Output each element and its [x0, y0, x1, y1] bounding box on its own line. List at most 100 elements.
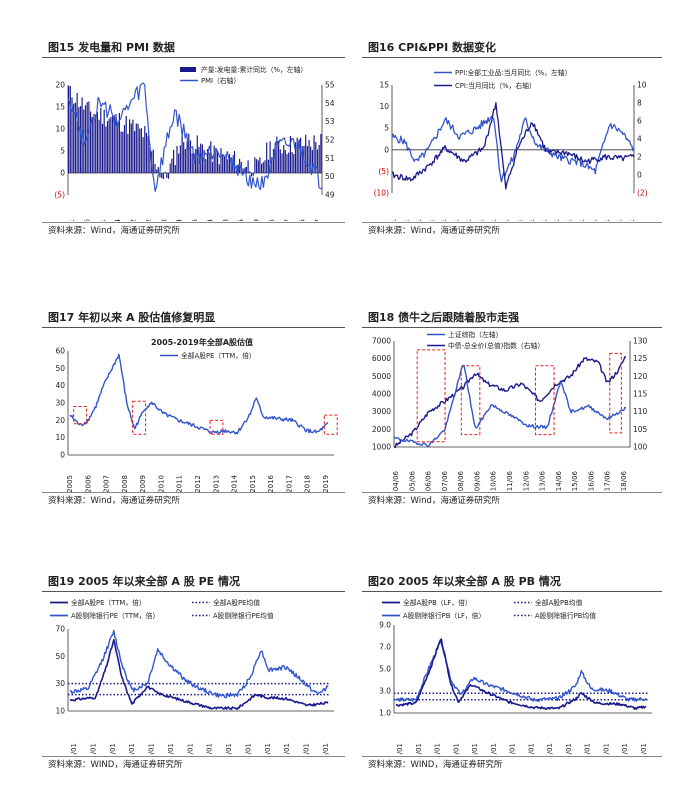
x-tick: 16/06 [587, 470, 595, 491]
left-tick: 5000 [372, 372, 391, 381]
bar-power-output [206, 149, 209, 173]
left-tick: 5 [60, 147, 65, 156]
legend-pb-ex-bank-mean-label: A股剔除银行PB均值 [535, 611, 596, 620]
x-tick: 2005 [66, 475, 74, 493]
x-tick: 14/06 [555, 470, 563, 491]
bar-power-output [313, 135, 315, 173]
left-tick: 0 [60, 169, 65, 178]
bar-power-output [271, 157, 273, 173]
bar-power-output [203, 149, 205, 173]
bar-power-output [256, 159, 258, 173]
bar-power-output [78, 107, 80, 173]
bar-power-output [137, 123, 139, 173]
bar-power-output [188, 133, 190, 173]
chart-source: 资料来源：WIND，海通证券研究所 [362, 756, 662, 772]
chart-a-share-pe-recovery: 60504030201002005-2019年全部A股估值全部A股PE（TTM，… [55, 337, 338, 493]
bar-power-output [217, 151, 219, 173]
x-tick: 17/01 [602, 743, 610, 755]
bar-power-output [276, 136, 278, 173]
x-tick: 05/01 [68, 219, 76, 221]
line-bond-index [393, 356, 627, 449]
bar-power-output [254, 157, 256, 173]
bar-power-output [227, 159, 229, 173]
x-tick: 15/05 [237, 219, 245, 221]
x-tick: 08/01 [434, 743, 442, 755]
x-tick: 13/01 [206, 743, 214, 755]
line-pb [395, 638, 647, 710]
line-pe [69, 638, 329, 711]
x-tick: 06/11 [99, 219, 107, 221]
bar-power-output [161, 173, 163, 178]
legend-pb-ex-bank-label: A股剔除银行PB（LF，倍） [403, 611, 485, 620]
bar-power-output [76, 92, 78, 173]
bar-power-output [318, 145, 320, 173]
x-tick: 14/01 [546, 743, 554, 755]
bar-power-output [288, 152, 290, 173]
bar-power-output [125, 115, 127, 173]
bar-power-output [250, 173, 253, 177]
bar-power-output [264, 160, 266, 173]
bar-power-output [156, 169, 158, 173]
bar-power-output [300, 137, 302, 173]
x-tick: 17/05 [268, 219, 276, 221]
left-tick: 20 [55, 416, 65, 425]
x-tick: 14/01 [225, 743, 233, 755]
x-tick: 2007 [103, 475, 111, 493]
left-tick: 2000 [372, 425, 391, 434]
bar-power-output [272, 148, 275, 173]
legend-pe-ex-bank-mean-label: A股剔除银行PE均值 [213, 611, 274, 620]
x-tick: 2009 [139, 475, 147, 493]
bar-power-output [88, 101, 90, 173]
right-tick: 52 [325, 136, 335, 145]
bar-power-output [95, 114, 97, 173]
chart-title: 图20 2005 年以来全部 A 股 PB 情况 [362, 572, 662, 592]
chart-title: 图17 年初以来 A 股估值修复明显 [42, 308, 345, 328]
left-tick: 1.0 [379, 709, 391, 718]
x-tick: 11/06 [506, 470, 514, 491]
left-tick: 20 [55, 81, 65, 90]
chart-source: 资料来源：Wind，海通证券研究所 [42, 222, 345, 238]
left-tick: (10) [374, 189, 389, 198]
bar-power-output [140, 128, 142, 173]
chart-source: 资料来源：Wind，海通证券研究所 [362, 222, 662, 238]
right-tick: 125 [633, 354, 648, 363]
x-tick: 14/08 [222, 219, 230, 221]
x-tick: 06/01 [70, 743, 78, 755]
left-tick: 10 [379, 102, 389, 111]
bar-power-output [90, 111, 92, 173]
x-tick: 2008 [121, 475, 129, 493]
bar-power-output [96, 112, 98, 173]
highlight-box [73, 405, 88, 425]
legend-bond-label: 中债-总全价(总值)指数（右轴） [448, 341, 544, 350]
bar-power-output [315, 142, 317, 173]
chart-title: 图16 CPI&PPI 数据变化 [362, 38, 662, 58]
x-tick: 07/04 [114, 218, 122, 221]
bar-power-output [157, 167, 159, 173]
bar-power-output [291, 152, 293, 173]
chart-power-pmi: 20151050(5)5554535251504905/0105/0606/11… [54, 65, 335, 221]
x-tick: 2014 [231, 474, 239, 492]
chart-panel-a-share-pe: 图19 2005 年以来全部 A 股 PE 情况 70 50 30 10 全部A股PE（… [42, 572, 345, 772]
x-tick: 18/06 [620, 470, 628, 491]
bar-power-output [296, 137, 298, 173]
x-tick: 07/01 [415, 743, 423, 755]
x-tick: 10/06 [490, 470, 498, 491]
x-tick: 15/01 [565, 743, 573, 755]
line-pe-ex-bank [69, 629, 329, 699]
line-cpi [391, 102, 635, 190]
bar-power-output [284, 150, 286, 173]
bar-power-output [98, 119, 100, 173]
bar-power-output [117, 122, 119, 173]
x-tick: 13/01 [527, 743, 535, 755]
x-tick: 18/05 [299, 219, 307, 221]
bar-power-output [118, 113, 120, 173]
x-tick: 09/01 [128, 743, 136, 755]
chart-panel-a-share-pb: 图20 2005 年以来全部 A 股 PB 情况 9.0 7.0 5.0 3.0 1.0… [362, 572, 662, 772]
bar-power-output [101, 123, 104, 173]
chart-title: 图18 债牛之后跟随着股市走强 [362, 308, 662, 328]
chart-panel-power-pmi: 图15 发电量和 PMI 数据 20 15 10 5 0 (5) 55 54 53 52 51 50 4… [42, 38, 345, 238]
x-tick: 16/01 [264, 743, 272, 755]
left-tick: 7.0 [379, 643, 391, 652]
bar-power-output [232, 158, 234, 173]
bar-power-output [162, 173, 164, 180]
